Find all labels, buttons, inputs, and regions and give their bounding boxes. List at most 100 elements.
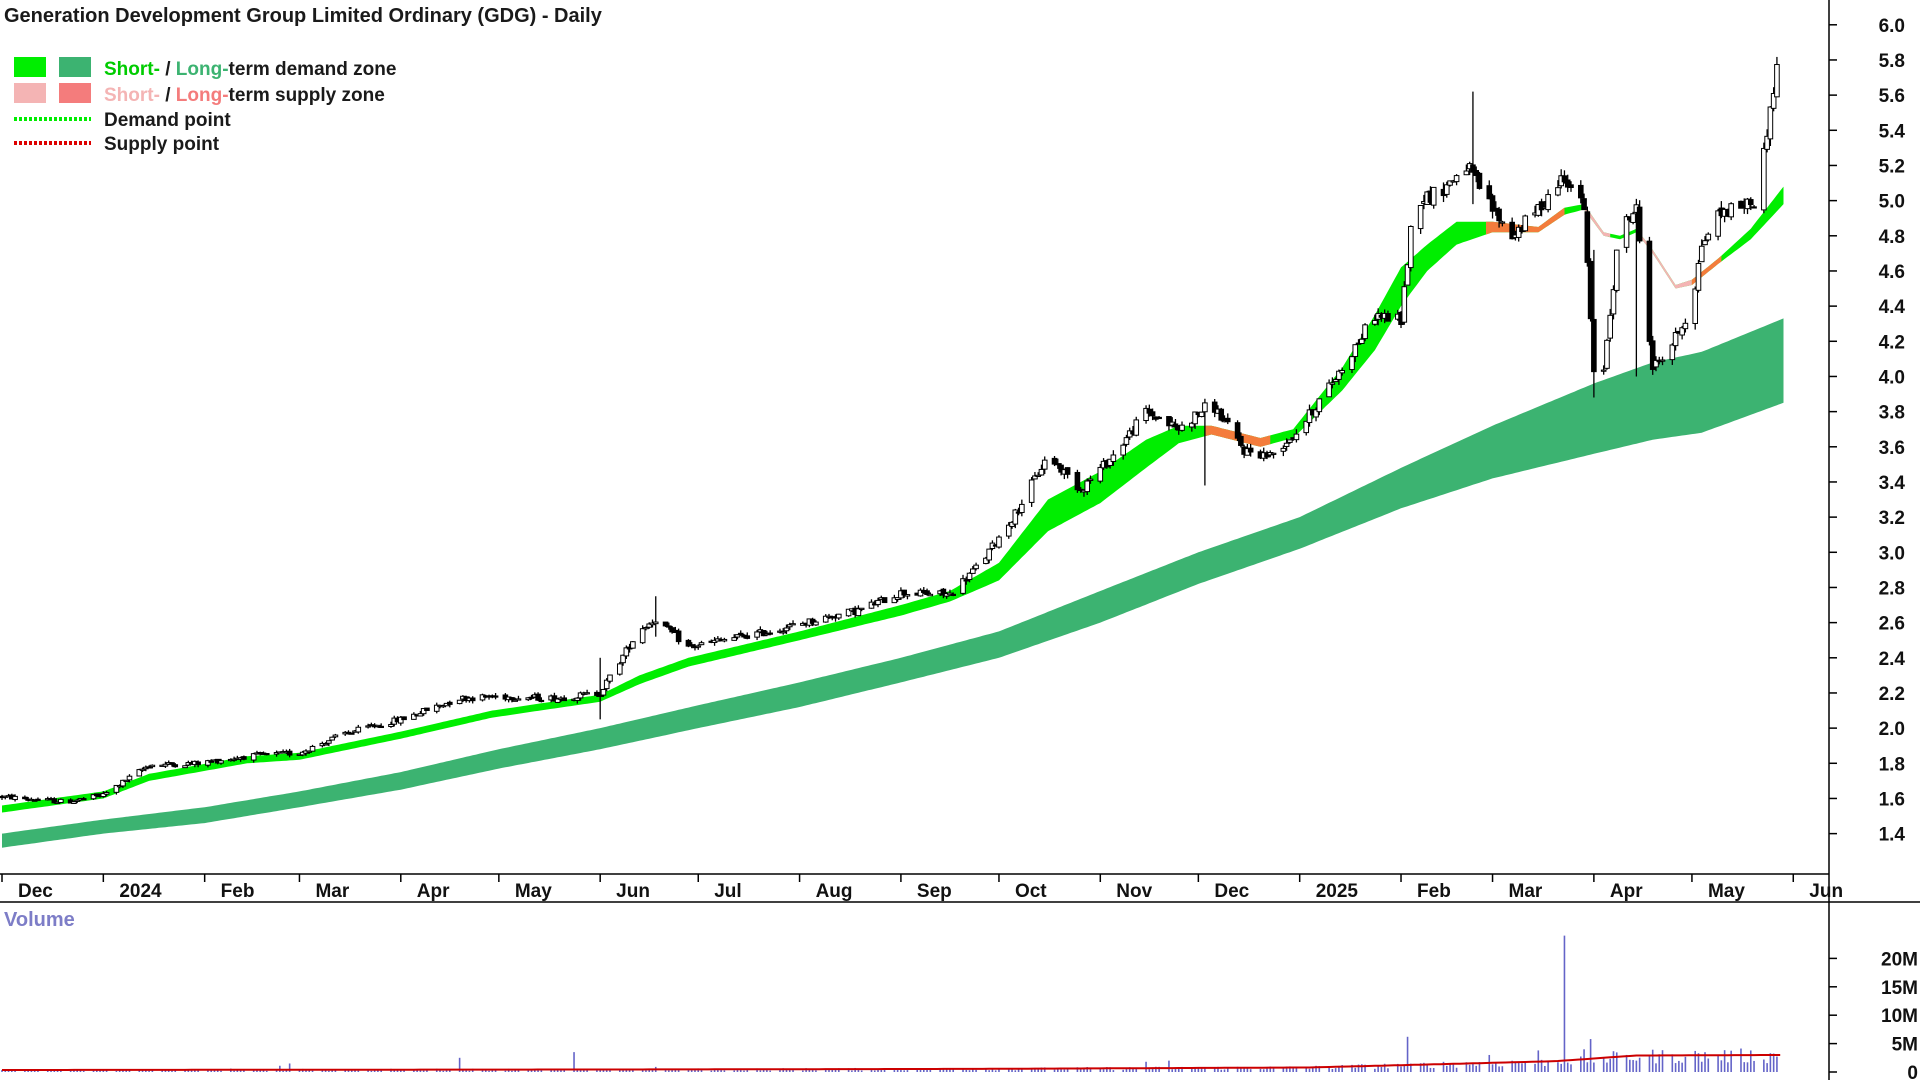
candle-body (1234, 422, 1241, 439)
candle-body (1028, 479, 1035, 503)
candle-body (1770, 93, 1777, 109)
candle-body (1489, 195, 1496, 212)
candle-body (123, 779, 130, 783)
price-tick-label: 1.8 (1879, 754, 1905, 775)
chart-title: Generation Development Group Limited Ord… (4, 5, 603, 27)
candle-body (734, 634, 741, 638)
candle-body (1362, 324, 1368, 340)
candle-body (509, 697, 515, 701)
legend-supply-zone: Short- / Long-term supply zone (104, 85, 385, 106)
legend-demand-point: Demand point (104, 110, 231, 131)
candle-body (1476, 172, 1483, 189)
volume-tick-label: 15M (1881, 978, 1918, 999)
candle-body (1653, 359, 1659, 368)
time-tick-label: Jul (714, 881, 741, 902)
legend: Short- / Long-term demand zone Short- / … (14, 57, 396, 155)
candle-body (646, 623, 653, 628)
candle-body (1041, 459, 1048, 470)
candle-body (1486, 185, 1493, 200)
candle-body (1747, 199, 1754, 206)
candle-body (208, 760, 214, 763)
price-tick-label: 4.8 (1879, 227, 1905, 248)
candle-body (685, 639, 692, 647)
time-tick-label: Sep (917, 881, 952, 902)
price-tick-label: 3.0 (1879, 543, 1905, 564)
candle-body (1038, 468, 1045, 476)
candle-body (1767, 106, 1774, 140)
candle-body (652, 621, 659, 625)
time-tick-label: Aug (816, 881, 853, 902)
candle-body (790, 623, 796, 626)
candle-body (1051, 457, 1058, 465)
candle-body (1074, 471, 1081, 491)
candle-body (721, 638, 728, 642)
candle-body (447, 701, 453, 705)
candle-body (1695, 262, 1702, 291)
candle-body (1326, 382, 1332, 398)
candlesticks (0, 56, 1780, 805)
candle-body (754, 631, 760, 638)
candle-body (881, 597, 888, 604)
candle-body (139, 768, 146, 771)
candle-body (80, 798, 87, 801)
legend-short-label: Short- (104, 59, 160, 80)
candle-body (1332, 379, 1339, 383)
candle-body (1166, 416, 1172, 427)
candle-body (1055, 463, 1061, 466)
short-supply-band (1584, 204, 1611, 238)
candle-body (1538, 201, 1545, 211)
candle-body (286, 750, 293, 756)
candle-body (1649, 340, 1656, 370)
legend-long-label: Long- (176, 59, 229, 80)
price-tick-label: 3.8 (1879, 403, 1905, 424)
candle-body (1443, 184, 1450, 195)
legend-demand-suffix: term demand zone (229, 59, 397, 80)
legend-supply-suffix: term supply zone (229, 85, 385, 106)
candle-body (1610, 289, 1617, 315)
price-tick-label: 3.6 (1879, 438, 1905, 459)
time-tick-label: Jun (616, 881, 650, 902)
price-tick-label: 4.2 (1879, 332, 1905, 353)
candle-body (970, 568, 976, 574)
legend-swatch-long-demand (59, 57, 91, 77)
candle-body (1672, 332, 1679, 347)
candle-body (996, 536, 1002, 548)
price-tick-label: 2.0 (1879, 719, 1905, 740)
time-tick-label: 2024 (119, 881, 162, 902)
price-tick-label: 1.6 (1879, 789, 1905, 810)
price-tick-label: 3.4 (1879, 473, 1906, 494)
candle-body (1401, 286, 1408, 323)
candle-body (901, 589, 907, 596)
candle-body (1084, 480, 1091, 493)
candle-body (594, 691, 600, 696)
candle-body (1143, 407, 1149, 422)
candle-body (561, 697, 568, 702)
candle-body (731, 637, 737, 641)
candle-body (1339, 369, 1345, 374)
candle-body (1499, 221, 1506, 224)
candle-body (1584, 211, 1591, 263)
candle-body (688, 644, 695, 647)
candle-body (1019, 503, 1025, 514)
time-tick-label: Mar (315, 881, 349, 902)
candle-body (1306, 409, 1313, 424)
candle-body (417, 713, 424, 717)
price-tick-label: 2.2 (1879, 684, 1905, 705)
candle-body (950, 593, 957, 596)
volume-tick-label: 20M (1881, 949, 1918, 970)
candle-body (136, 769, 143, 777)
candle-body (1561, 175, 1568, 183)
legend-long-label-2: Long- (176, 85, 229, 106)
candle-body (1702, 240, 1708, 246)
candle-body (195, 761, 201, 766)
price-tick-label: 4.4 (1879, 297, 1906, 318)
price-tick-label: 1.4 (1879, 825, 1906, 846)
candle-body (388, 723, 394, 728)
candle-body (809, 618, 816, 624)
candle-body (783, 627, 790, 632)
candle-body (218, 760, 224, 764)
time-tick-label: Dec (18, 881, 53, 902)
candle-body (835, 613, 842, 619)
candle-body (698, 642, 705, 646)
